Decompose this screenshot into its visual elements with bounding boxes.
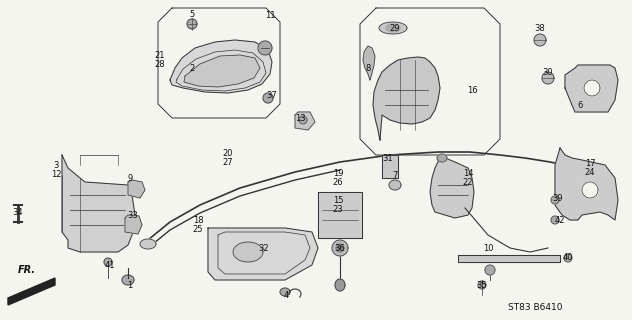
Polygon shape bbox=[299, 116, 307, 124]
Text: 15
23: 15 23 bbox=[332, 196, 343, 214]
Polygon shape bbox=[122, 275, 134, 285]
Text: 41: 41 bbox=[105, 260, 115, 269]
Polygon shape bbox=[208, 228, 318, 280]
Text: 34: 34 bbox=[13, 207, 23, 217]
Text: 40: 40 bbox=[562, 253, 573, 262]
Polygon shape bbox=[332, 240, 348, 256]
Polygon shape bbox=[128, 180, 145, 198]
Text: 14
22: 14 22 bbox=[463, 169, 473, 187]
Text: 5: 5 bbox=[190, 10, 195, 19]
Polygon shape bbox=[478, 281, 486, 289]
Text: 3
12: 3 12 bbox=[51, 161, 61, 179]
Polygon shape bbox=[551, 216, 559, 224]
Text: 36: 36 bbox=[334, 244, 345, 252]
Text: 42: 42 bbox=[555, 215, 565, 225]
Polygon shape bbox=[363, 46, 375, 80]
Polygon shape bbox=[382, 155, 398, 178]
Text: 17
24: 17 24 bbox=[585, 159, 595, 177]
Polygon shape bbox=[584, 80, 600, 96]
Polygon shape bbox=[125, 215, 142, 234]
Polygon shape bbox=[8, 278, 55, 305]
Text: 31: 31 bbox=[383, 154, 393, 163]
Text: 6: 6 bbox=[577, 100, 583, 109]
Polygon shape bbox=[258, 41, 272, 55]
Text: 32: 32 bbox=[258, 244, 269, 252]
Polygon shape bbox=[551, 196, 559, 204]
Polygon shape bbox=[184, 55, 260, 87]
Text: 1: 1 bbox=[128, 281, 133, 290]
Polygon shape bbox=[104, 258, 112, 266]
Text: 18
25: 18 25 bbox=[193, 216, 204, 234]
Polygon shape bbox=[386, 24, 400, 32]
Polygon shape bbox=[62, 155, 135, 252]
Polygon shape bbox=[555, 148, 618, 220]
Text: 33: 33 bbox=[128, 211, 138, 220]
Polygon shape bbox=[187, 19, 197, 29]
Polygon shape bbox=[389, 180, 401, 190]
Text: 29: 29 bbox=[390, 23, 400, 33]
Text: 30: 30 bbox=[543, 68, 553, 76]
Text: 38: 38 bbox=[535, 23, 545, 33]
Text: 35: 35 bbox=[477, 281, 487, 290]
Text: ST83 B6410: ST83 B6410 bbox=[508, 303, 562, 313]
Text: 20
27: 20 27 bbox=[222, 149, 233, 167]
Polygon shape bbox=[318, 192, 362, 238]
Text: 2: 2 bbox=[190, 63, 195, 73]
Polygon shape bbox=[565, 65, 618, 112]
Polygon shape bbox=[542, 72, 554, 84]
Polygon shape bbox=[280, 288, 290, 296]
Polygon shape bbox=[140, 239, 156, 249]
Polygon shape bbox=[485, 265, 495, 275]
Polygon shape bbox=[335, 279, 345, 291]
Polygon shape bbox=[564, 254, 572, 262]
Text: 7: 7 bbox=[392, 171, 398, 180]
Text: 4: 4 bbox=[283, 291, 289, 300]
Text: 37: 37 bbox=[267, 91, 277, 100]
Text: FR.: FR. bbox=[18, 265, 36, 275]
Polygon shape bbox=[336, 244, 344, 252]
Polygon shape bbox=[458, 255, 560, 262]
Polygon shape bbox=[373, 57, 440, 140]
Text: 21
28: 21 28 bbox=[155, 51, 166, 69]
Text: 11: 11 bbox=[265, 11, 276, 20]
Polygon shape bbox=[582, 182, 598, 198]
Polygon shape bbox=[534, 34, 546, 46]
Text: 39: 39 bbox=[553, 194, 563, 203]
Polygon shape bbox=[437, 154, 447, 162]
Text: 16: 16 bbox=[466, 85, 477, 94]
Polygon shape bbox=[430, 158, 474, 218]
Polygon shape bbox=[263, 93, 273, 103]
Polygon shape bbox=[233, 242, 263, 262]
Text: 8: 8 bbox=[365, 63, 371, 73]
Polygon shape bbox=[379, 22, 407, 34]
Polygon shape bbox=[295, 112, 315, 130]
Text: 10: 10 bbox=[483, 244, 493, 252]
Text: 19
26: 19 26 bbox=[332, 169, 343, 187]
Polygon shape bbox=[170, 40, 272, 93]
Text: 9: 9 bbox=[128, 173, 133, 182]
Text: 13: 13 bbox=[295, 114, 305, 123]
